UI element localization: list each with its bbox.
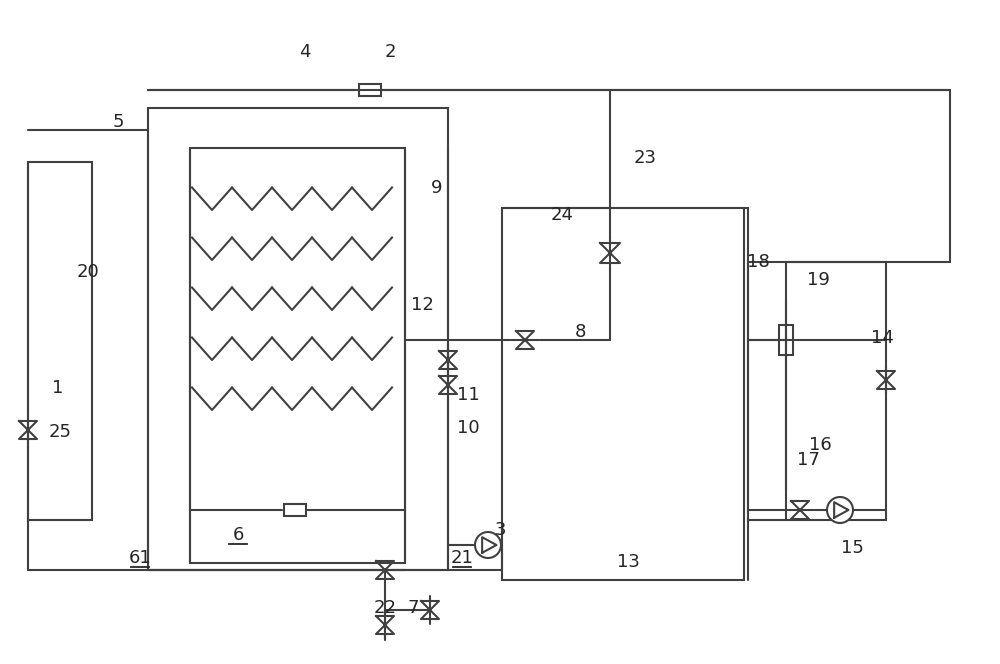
Text: 8: 8 bbox=[574, 323, 586, 341]
Circle shape bbox=[475, 532, 501, 558]
Text: 16: 16 bbox=[809, 436, 831, 454]
Bar bbox=[359, 84, 381, 96]
Text: 14: 14 bbox=[871, 329, 893, 347]
Text: 24: 24 bbox=[550, 206, 574, 224]
Bar bbox=[190, 148, 405, 563]
Circle shape bbox=[827, 497, 853, 523]
Text: 25: 25 bbox=[49, 423, 72, 441]
Text: 15: 15 bbox=[841, 539, 863, 557]
Text: 10: 10 bbox=[457, 419, 479, 437]
Text: 18: 18 bbox=[747, 253, 769, 271]
Bar bbox=[28, 162, 92, 520]
Bar bbox=[148, 108, 448, 570]
Text: 11: 11 bbox=[457, 386, 479, 404]
Text: 7: 7 bbox=[407, 599, 419, 617]
Text: 3: 3 bbox=[494, 521, 506, 539]
Bar bbox=[748, 262, 886, 520]
Text: 5: 5 bbox=[112, 113, 124, 131]
Text: 13: 13 bbox=[617, 553, 639, 571]
Text: 1: 1 bbox=[52, 379, 64, 397]
Bar bbox=[284, 504, 306, 516]
Text: 22: 22 bbox=[374, 599, 396, 617]
Text: 21: 21 bbox=[451, 549, 473, 567]
Text: 2: 2 bbox=[384, 43, 396, 61]
Text: 61: 61 bbox=[129, 549, 151, 567]
Bar bbox=[502, 208, 744, 580]
Text: 23: 23 bbox=[634, 149, 656, 167]
Text: 4: 4 bbox=[299, 43, 311, 61]
Text: 17: 17 bbox=[797, 451, 819, 469]
Text: 9: 9 bbox=[431, 179, 443, 197]
Text: 19: 19 bbox=[807, 271, 829, 289]
Text: 20: 20 bbox=[77, 263, 99, 281]
Bar bbox=[779, 325, 793, 355]
Text: 6: 6 bbox=[232, 526, 244, 544]
Text: 12: 12 bbox=[411, 296, 433, 314]
